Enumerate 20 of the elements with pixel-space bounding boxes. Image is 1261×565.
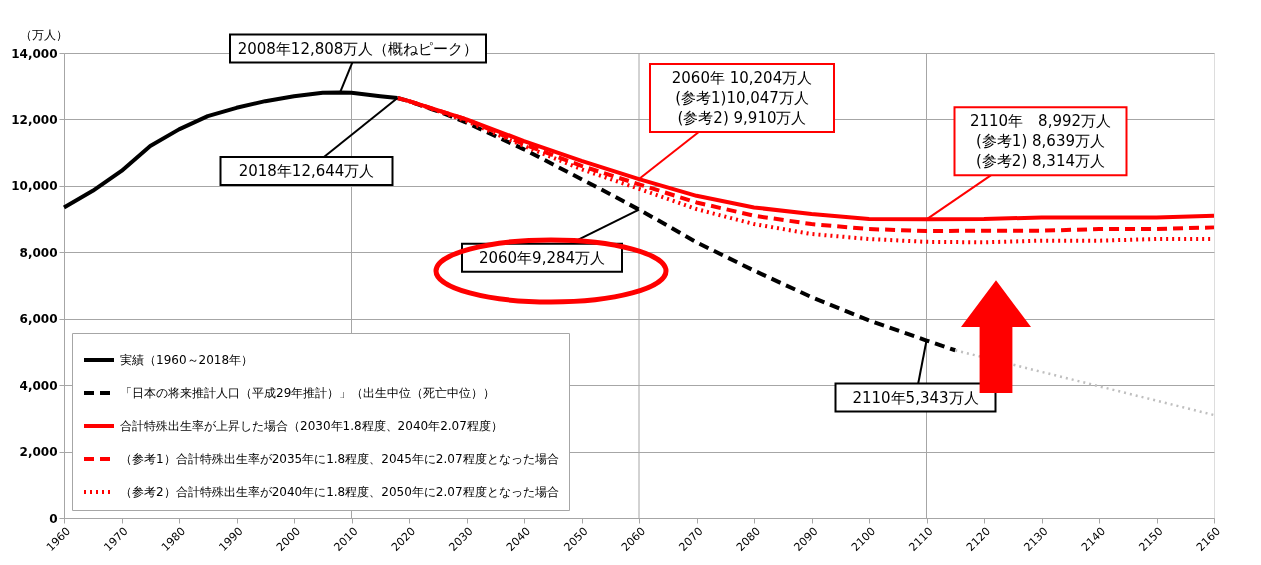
y-tick-label: 8,000 <box>19 245 58 260</box>
y-tick-label: 4,000 <box>19 378 58 393</box>
y-axis-title: （万人） <box>19 27 68 42</box>
y-tick-label: 2,000 <box>19 445 58 460</box>
legend-label: 実績（1960～2018年） <box>120 353 254 367</box>
annotation: 2008年12,808万人（概ねピーク） <box>237 39 479 58</box>
legend-label: 「日本の将来推計人口（平成29年推計）」（出生中位（死亡中位）） <box>120 386 496 400</box>
annotation: 2018年12,644万人 <box>238 162 375 181</box>
y-tick-label: 6,000 <box>19 312 58 327</box>
y-tick-label: 10,000 <box>11 179 58 194</box>
y-tick-label: 12,000 <box>11 112 58 127</box>
legend-label: （参考1）合計特殊出生率が2035年に1.8程度、2045年に2.07程度となった場合 <box>120 452 559 466</box>
legend-label: 合計特殊出生率が上昇した場合（2030年1.8程度、2040年2.07程度） <box>120 419 503 433</box>
y-tick-label: 0 <box>49 511 58 526</box>
annotation: 2060年 10,204万人 (参考1)10,047万人 (参考2) 9,910万人 <box>671 69 813 128</box>
annotation: 2060年9,284万人 <box>478 248 606 267</box>
annotation: 2110年 8,992万人 (参考1) 8,639万人 (参考2) 8,314万人 <box>969 112 1112 171</box>
y-tick-label: 14,000 <box>11 46 58 61</box>
annotation: 2110年5,343万人 <box>852 388 979 407</box>
legend-label: （参考2）合計特殊出生率が2040年に1.8程度、2050年に2.07程度となった場合 <box>120 485 559 499</box>
